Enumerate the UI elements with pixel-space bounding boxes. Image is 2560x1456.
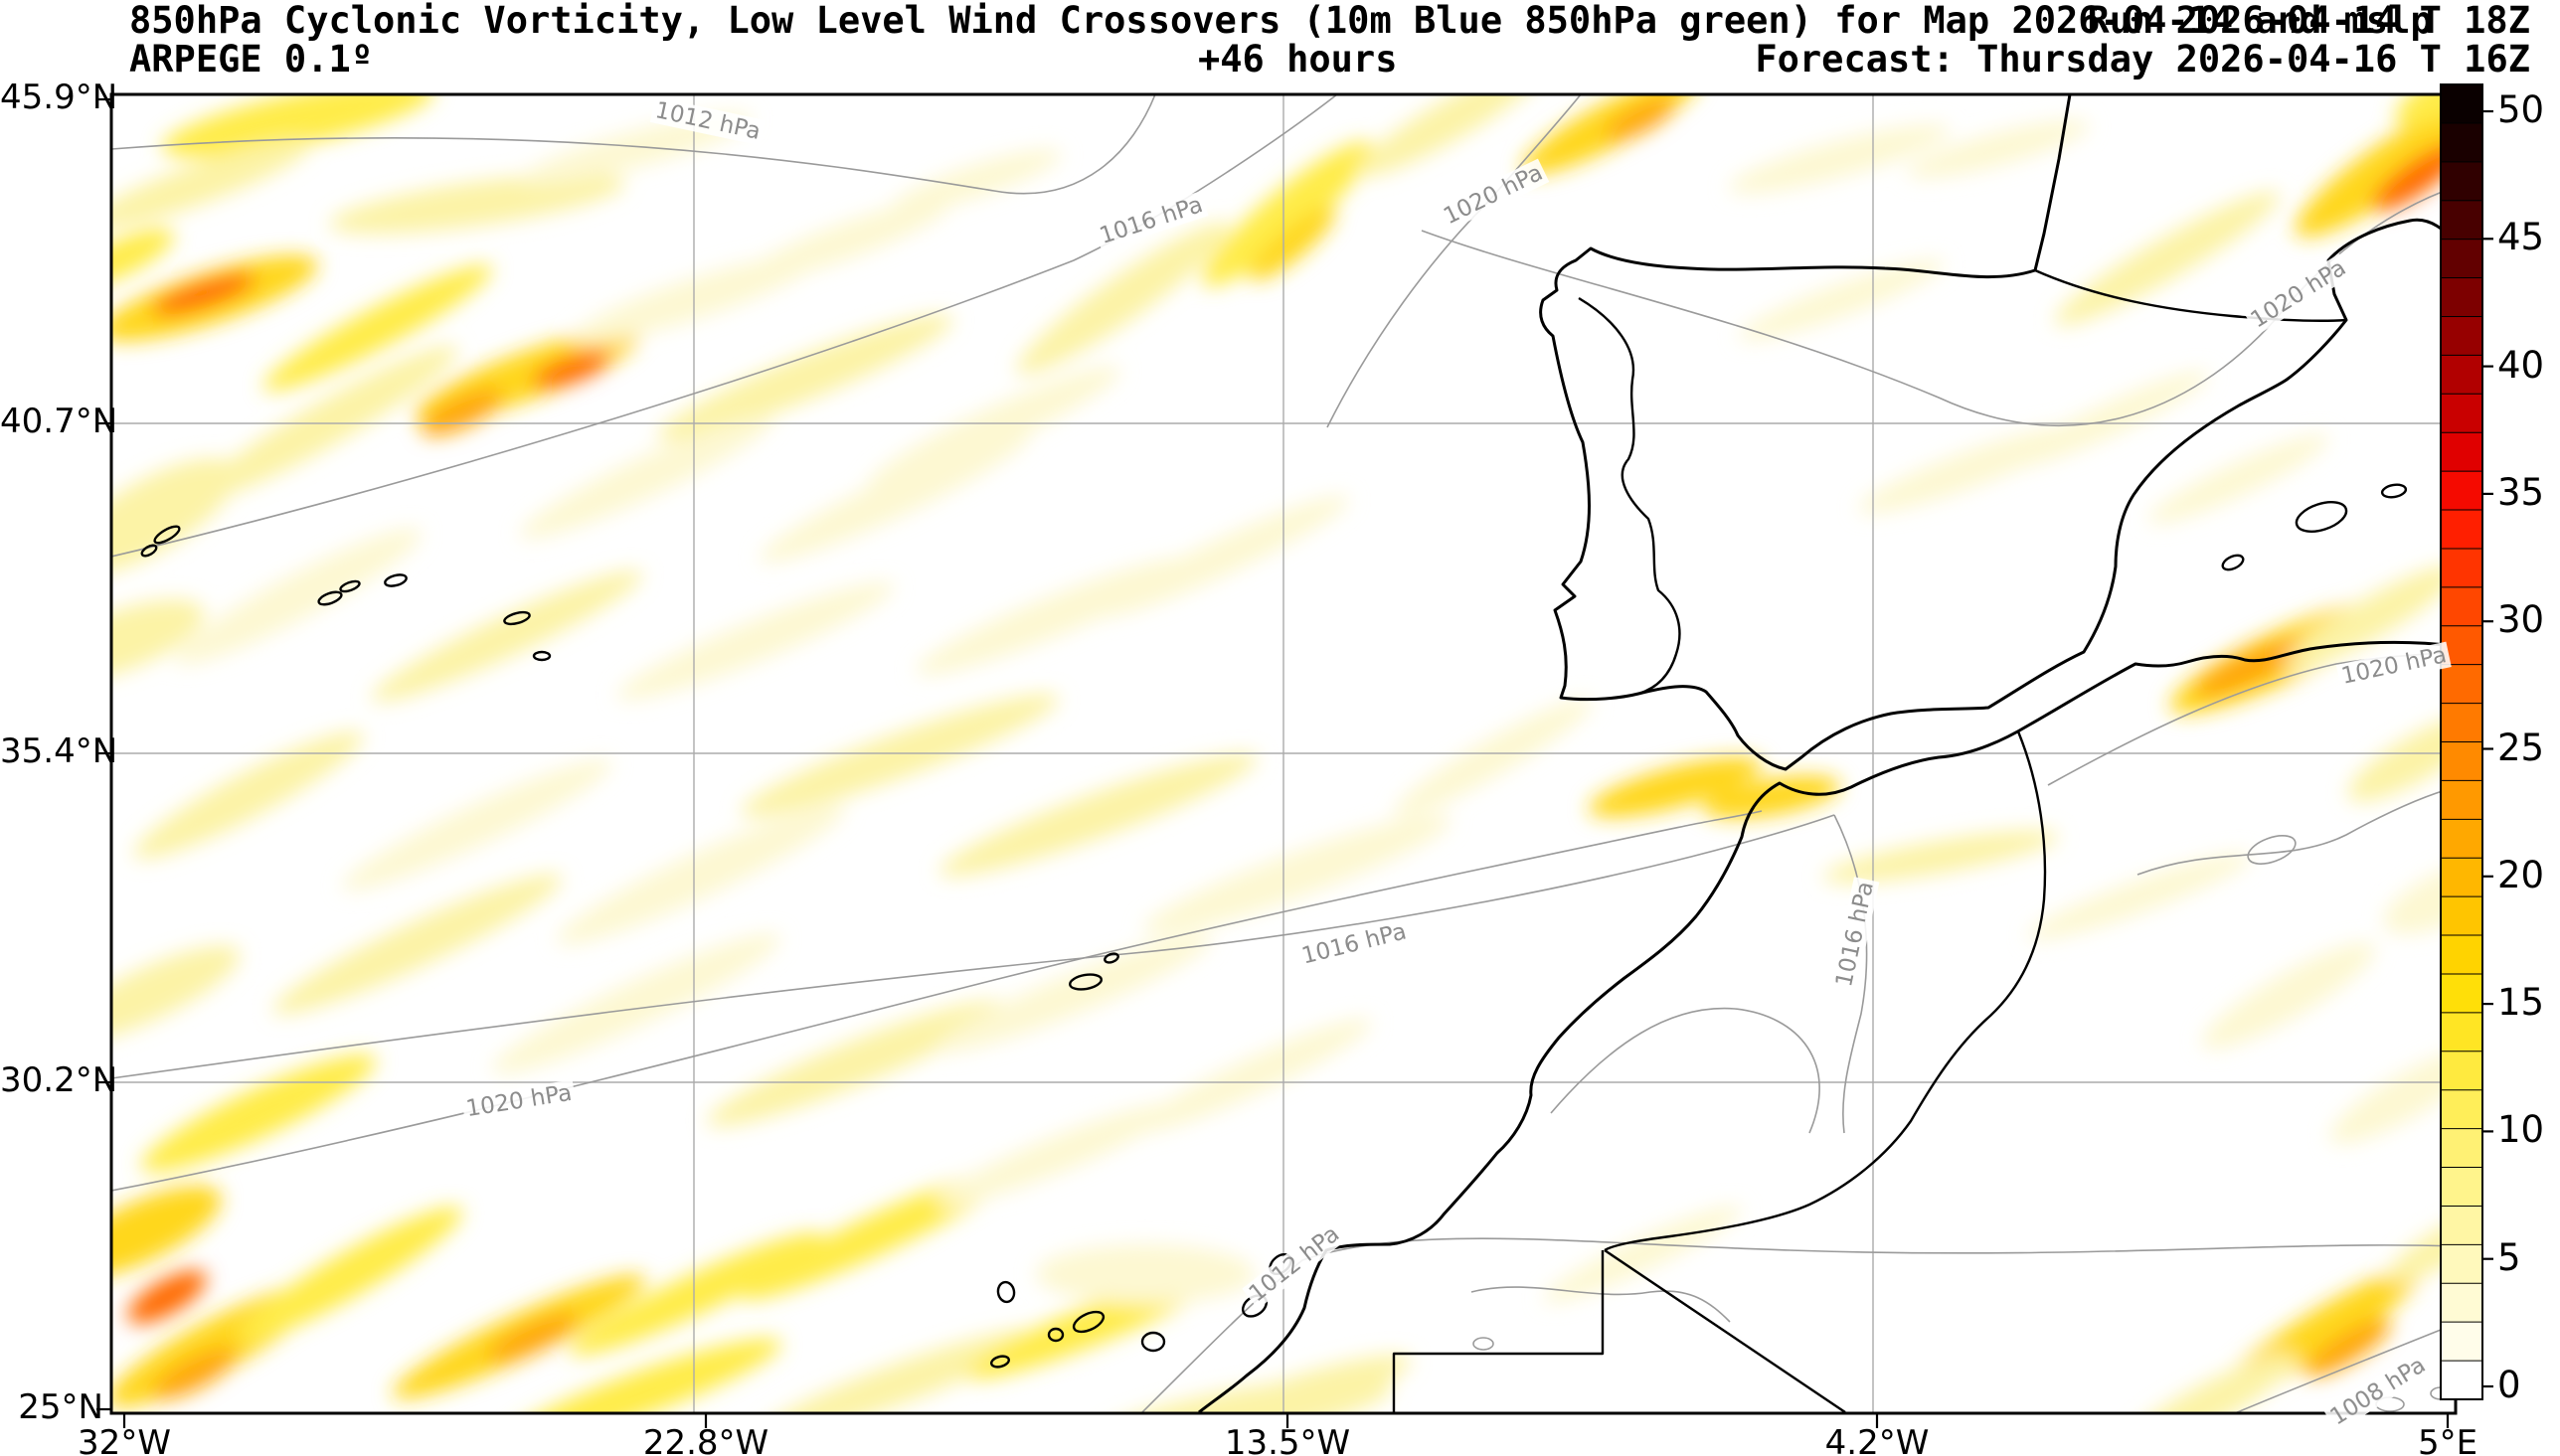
islands [140,483,2408,1369]
y-axis-tick-label: 30.2°N [0,1060,118,1100]
forecast-valid-label: Forecast: Thursday 2026-04-16 T 16Z [1755,38,2530,81]
colorbar-tick-label: 40 [2497,343,2545,387]
country-borders [1392,268,2347,1413]
y-axis-tick-label: 45.9°N [0,78,118,117]
colorbar-tick-label: 25 [2497,726,2545,769]
coastline [1198,94,2456,1413]
x-axis-tick-label: 32°W [78,1423,171,1456]
gridlines [111,94,2456,1413]
axis-tick-marks [96,97,2450,1428]
chart-title: 850hPa Cyclonic Vorticity, Low Level Win… [129,0,2433,42]
x-axis-tick-label: 4.2°W [1824,1423,1930,1456]
colorbar [2440,83,2493,1400]
x-axis-tick-label: 13.5°W [1224,1423,1351,1456]
colorbar-tick-label: 45 [2497,216,2545,259]
colorbar-tick-label: 35 [2497,470,2545,514]
run-label: Run 2026-04-14 T 18Z [2087,0,2530,42]
x-axis-tick-label: 5°E [2417,1423,2478,1456]
y-axis-tick-label: 35.4°N [0,731,118,771]
lead-time-label: +46 hours [1198,38,1398,81]
colorbar-tick-label: 15 [2497,981,2545,1025]
colorbar-tick-label: 10 [2497,1108,2545,1152]
x-axis-tick-label: 22.8°W [642,1423,769,1456]
y-axis-tick-label: 40.7°N [0,402,118,441]
vorticity-field [111,94,2456,1413]
model-label: ARPEGE 0.1º [129,38,374,81]
colorbar-tick-label: 0 [2497,1364,2521,1406]
colorbar-tick-label: 50 [2497,88,2545,131]
colorbar-tick-label: 20 [2497,853,2545,896]
colorbar-tick-label: 5 [2497,1235,2521,1279]
colorbar-tick-label: 30 [2497,598,2545,642]
isobar-contours [111,94,2456,1413]
y-axis-tick-label: 25°N [18,1387,103,1427]
